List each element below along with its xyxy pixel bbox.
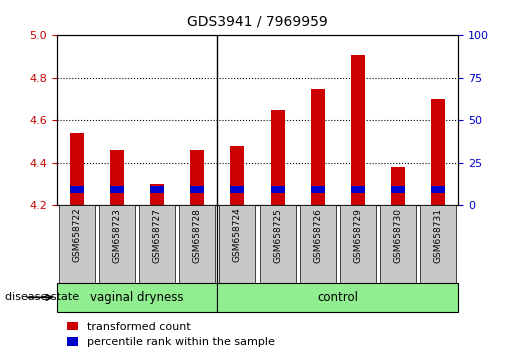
Bar: [351, 186, 365, 193]
Bar: [230, 186, 245, 193]
FancyBboxPatch shape: [179, 205, 215, 283]
Text: GSM658722: GSM658722: [72, 208, 81, 262]
Text: GSM658730: GSM658730: [393, 208, 403, 263]
Text: control: control: [317, 291, 358, 304]
Bar: [70, 133, 84, 205]
Bar: [190, 150, 204, 205]
Bar: [391, 186, 405, 193]
FancyBboxPatch shape: [57, 283, 217, 312]
FancyBboxPatch shape: [139, 205, 175, 283]
Bar: [391, 167, 405, 205]
Bar: [351, 55, 365, 205]
FancyBboxPatch shape: [260, 205, 296, 283]
Text: GSM658726: GSM658726: [313, 208, 322, 263]
FancyBboxPatch shape: [380, 205, 416, 283]
FancyBboxPatch shape: [217, 283, 458, 312]
Bar: [110, 186, 124, 193]
Text: GSM658727: GSM658727: [152, 208, 162, 263]
Bar: [110, 150, 124, 205]
Text: GSM658729: GSM658729: [353, 208, 363, 263]
Legend: transformed count, percentile rank within the sample: transformed count, percentile rank withi…: [62, 317, 279, 352]
Bar: [190, 186, 204, 193]
Bar: [230, 146, 245, 205]
Bar: [311, 186, 325, 193]
FancyBboxPatch shape: [219, 205, 255, 283]
Bar: [150, 186, 164, 193]
Text: vaginal dryness: vaginal dryness: [90, 291, 184, 304]
FancyBboxPatch shape: [59, 205, 95, 283]
Bar: [431, 186, 445, 193]
FancyBboxPatch shape: [420, 205, 456, 283]
Bar: [150, 184, 164, 205]
FancyBboxPatch shape: [340, 205, 376, 283]
Bar: [431, 99, 445, 205]
Bar: [70, 186, 84, 193]
Text: GSM658731: GSM658731: [434, 208, 443, 263]
FancyBboxPatch shape: [300, 205, 336, 283]
Text: disease state: disease state: [5, 292, 79, 302]
Text: GDS3941 / 7969959: GDS3941 / 7969959: [187, 14, 328, 28]
Text: GSM658725: GSM658725: [273, 208, 282, 263]
Text: GSM658723: GSM658723: [112, 208, 122, 263]
FancyBboxPatch shape: [99, 205, 135, 283]
Text: GSM658728: GSM658728: [193, 208, 202, 263]
Bar: [270, 186, 285, 193]
Bar: [311, 88, 325, 205]
Text: GSM658724: GSM658724: [233, 208, 242, 262]
Bar: [270, 110, 285, 205]
